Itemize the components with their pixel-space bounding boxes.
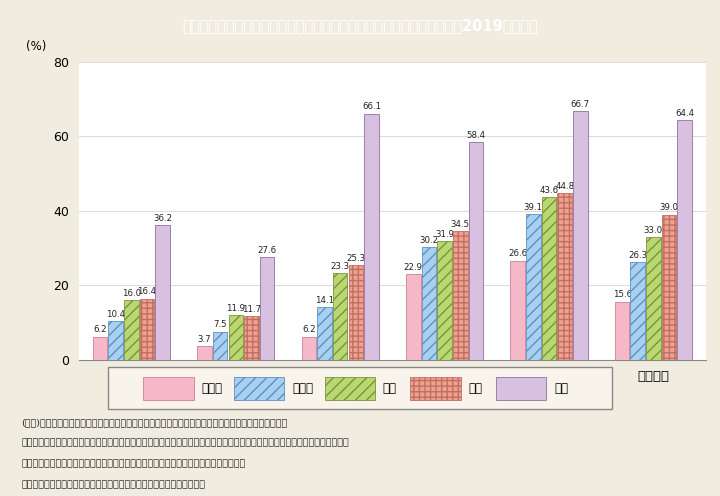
Text: 7.5: 7.5 [213, 320, 227, 329]
Bar [573, 112, 588, 360]
Bar [662, 214, 676, 360]
Text: 34.5: 34.5 [451, 220, 470, 229]
Bar [244, 316, 258, 360]
Bar [234, 377, 284, 400]
Text: ３．「教授等」は，「学長」，「副学長」及び「教授」の合計。: ３．「教授等」は，「学長」，「副学長」及び「教授」の合計。 [22, 480, 205, 490]
Text: 10.4: 10.4 [106, 310, 125, 318]
Text: (%): (%) [26, 40, 46, 53]
Bar [422, 247, 436, 360]
Bar [213, 332, 228, 360]
Bar [333, 273, 348, 360]
Text: (備考)１．文部科学省「学校教員統計」（令和元年度）の調査票をもとに内閣府男女共同参画局作成。: (備考)１．文部科学省「学校教員統計」（令和元年度）の調査票をもとに内閣府男女共… [22, 418, 287, 427]
Text: 16.4: 16.4 [138, 287, 157, 296]
Bar [631, 262, 645, 360]
Bar [143, 377, 194, 400]
Text: 44.8: 44.8 [555, 182, 575, 190]
Bar [325, 377, 375, 400]
Text: 11.7: 11.7 [242, 305, 261, 314]
Bar [348, 265, 363, 360]
Text: 39.0: 39.0 [660, 203, 678, 212]
Text: 27.6: 27.6 [258, 246, 276, 255]
Bar [526, 214, 541, 360]
Text: 36.2: 36.2 [153, 214, 172, 223]
Text: 66.7: 66.7 [571, 100, 590, 109]
Bar [678, 120, 692, 360]
Bar [437, 241, 452, 360]
Text: 15.6: 15.6 [613, 290, 631, 299]
Bar [615, 302, 629, 360]
Text: 64.4: 64.4 [675, 109, 694, 118]
Bar [318, 307, 332, 360]
Bar [140, 299, 154, 360]
Bar [302, 336, 316, 360]
Bar [646, 237, 661, 360]
Text: 25.3: 25.3 [346, 254, 366, 263]
Text: ２．「大学等」は，大学の学部，大学院の研究科，附置研究所（国立のみ），学内共同教育研究施設，共同利用・共同研: ２．「大学等」は，大学の学部，大学院の研究科，附置研究所（国立のみ），学内共同教… [22, 438, 349, 448]
Bar [260, 257, 274, 360]
Text: 助教: 助教 [468, 381, 482, 395]
Bar [410, 377, 461, 400]
Bar [541, 197, 557, 360]
Text: 22.9: 22.9 [404, 263, 423, 272]
Text: 6.2: 6.2 [94, 325, 107, 334]
Bar [228, 315, 243, 360]
Text: 究拠点，附属病院，本部（学長・副学長及び学部等に所属していない教員）。: 究拠点，附属病院，本部（学長・副学長及び学部等に所属していない教員）。 [22, 459, 246, 469]
Bar [496, 377, 546, 400]
Text: 14.1: 14.1 [315, 296, 334, 305]
Bar [469, 142, 483, 360]
Text: 39.1: 39.1 [524, 203, 543, 212]
Text: 准教授: 准教授 [292, 381, 313, 395]
Text: 33.0: 33.0 [644, 226, 663, 235]
Text: Ｉ－５－５図　大学等における専門分野別教員の女性の割合（令和元（2019）年度）: Ｉ－５－５図 大学等における専門分野別教員の女性の割合（令和元（2019）年度） [182, 18, 538, 34]
Bar [453, 231, 467, 360]
Bar [197, 346, 212, 360]
Bar [109, 321, 123, 360]
Text: 26.6: 26.6 [508, 249, 527, 258]
Bar [93, 336, 107, 360]
Bar [124, 300, 139, 360]
Bar [406, 274, 420, 360]
FancyBboxPatch shape [108, 367, 612, 409]
Text: 23.3: 23.3 [330, 262, 350, 271]
Text: 6.2: 6.2 [302, 325, 315, 334]
Text: 31.9: 31.9 [435, 230, 454, 239]
Text: 16.0: 16.0 [122, 289, 141, 298]
Text: 講師: 講師 [383, 381, 397, 395]
Text: 助手: 助手 [554, 381, 568, 395]
Text: 3.7: 3.7 [198, 335, 211, 344]
Bar [557, 193, 572, 360]
Bar [156, 225, 170, 360]
Bar [510, 261, 525, 360]
Text: 43.6: 43.6 [539, 186, 559, 195]
Bar [364, 114, 379, 360]
Text: 教授等: 教授等 [202, 381, 222, 395]
Text: 26.3: 26.3 [628, 250, 647, 259]
Text: 58.4: 58.4 [467, 131, 485, 140]
Text: 30.2: 30.2 [419, 236, 438, 245]
Text: 11.9: 11.9 [226, 304, 246, 313]
Text: 66.1: 66.1 [362, 103, 381, 112]
